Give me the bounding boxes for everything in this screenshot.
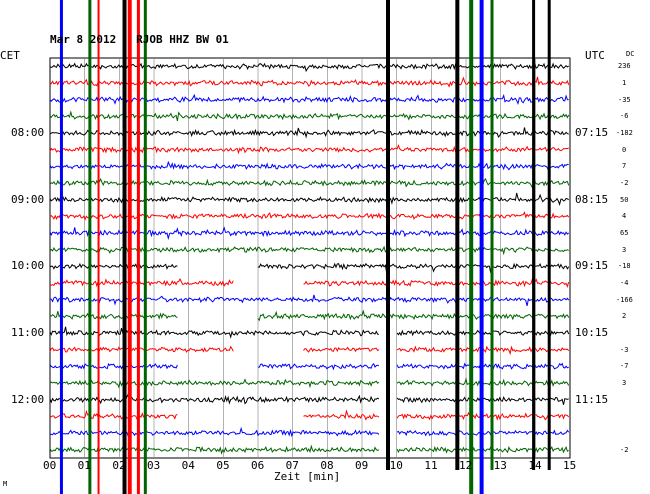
- utc-time-label: 11:15: [575, 392, 609, 406]
- cet-time-label: 08:00: [11, 126, 45, 139]
- dc-offset-value: -3: [620, 345, 629, 354]
- dc-offset-value: -6: [620, 112, 629, 121]
- dc-offset-value: -166: [616, 295, 633, 304]
- dc-offset-value: -182: [616, 129, 633, 137]
- dc-offset-value: -18: [618, 262, 631, 271]
- dc-offset-value: 1: [622, 79, 627, 87]
- x-tick-label: 05: [216, 459, 230, 472]
- cet-time-label: 11:00: [11, 326, 45, 339]
- dc-offset-value: 65: [620, 229, 629, 237]
- utc-time-label: 08:15: [575, 192, 609, 206]
- x-tick-label: 14: [528, 459, 542, 472]
- x-tick-label: 08: [320, 459, 334, 472]
- x-tick-label: 02: [112, 459, 126, 472]
- x-axis-label: Zeit [min]: [274, 470, 341, 483]
- right-timezone-label: UTC: [585, 49, 605, 62]
- x-tick-label: 11: [424, 459, 438, 472]
- x-tick-label: 12: [459, 459, 473, 472]
- x-tick-label: 00: [43, 459, 57, 472]
- utc-time-label: 07:15: [575, 126, 609, 139]
- dc-offset-value: -2: [620, 445, 629, 454]
- x-tick-label: 09: [355, 459, 369, 472]
- utc-time-label: 09:15: [575, 259, 609, 273]
- x-tick-label: 07: [285, 459, 299, 472]
- x-tick-label: 13: [493, 459, 507, 472]
- dc-offset-value: -2: [620, 179, 629, 187]
- x-tick-label: 01: [77, 459, 91, 472]
- x-tick-label: 10: [389, 459, 403, 472]
- dc-offset-value: 2: [622, 312, 627, 321]
- plot-frame: [49, 57, 571, 459]
- dc-offset-value: 0: [622, 145, 627, 154]
- trace-line: [49, 277, 570, 289]
- trace-line: [49, 262, 570, 274]
- plot-title: Mar 8 2012 RJOB HHZ BW 01: [50, 33, 229, 46]
- dc-offset-value: -7: [620, 362, 629, 371]
- x-tick-label: 15: [563, 459, 577, 472]
- dc-offset-value: 3: [622, 245, 627, 254]
- dc-offset-value: 236: [618, 62, 631, 71]
- dc-offset-value: 7: [622, 162, 627, 171]
- cet-time-label: 09:00: [11, 192, 45, 206]
- dc-offset-value: 50: [620, 195, 629, 204]
- utc-time-label: 10:15: [575, 326, 609, 339]
- x-tick-label: 04: [181, 459, 195, 472]
- x-tick-label: 03: [147, 459, 161, 472]
- x-tick-label: 06: [251, 459, 265, 472]
- left-timezone-label: CET: [0, 49, 20, 62]
- dc-offset-value: -4: [620, 279, 629, 287]
- dc-offset-value: 4: [622, 212, 627, 221]
- dc-offset-value: 3: [622, 379, 627, 387]
- cet-time-label: 10:00: [11, 259, 45, 273]
- cet-time-label: 12:00: [11, 392, 45, 406]
- dc-label: DC: [626, 50, 635, 58]
- trace-line: [49, 309, 570, 322]
- corner-mark: M: [3, 480, 8, 488]
- dc-offset-value: -35: [618, 95, 631, 104]
